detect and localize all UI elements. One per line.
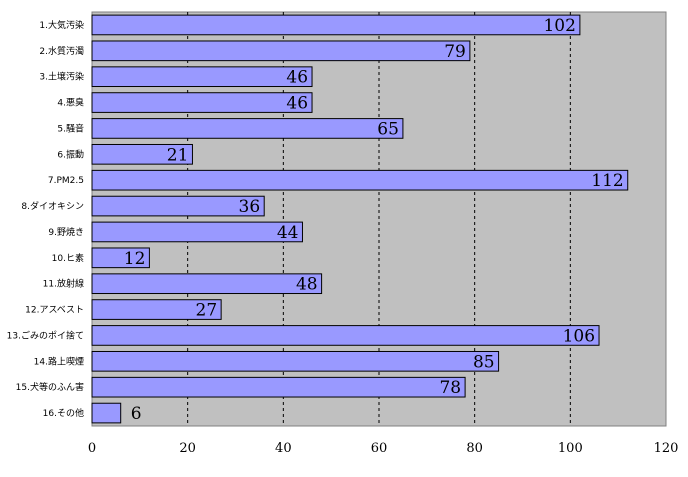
data-label-3: 46	[286, 68, 308, 88]
bar-4	[91, 92, 313, 113]
bar-11	[91, 273, 323, 295]
data-label-8: 36	[239, 197, 261, 217]
bar-16	[91, 402, 122, 424]
bar-13	[91, 325, 600, 346]
data-label-4: 46	[286, 94, 308, 114]
category-label-16: 16.その他	[43, 407, 84, 419]
bar-10	[91, 247, 150, 269]
category-label-10: 10.ヒ素	[52, 252, 84, 264]
data-label-9: 44	[277, 223, 299, 243]
x-tick-label-100: 100	[558, 441, 583, 456]
x-tick-label-20: 20	[179, 441, 196, 456]
x-tick-label-0: 0	[88, 441, 96, 456]
category-label-1: 1.大気汚染	[39, 19, 84, 31]
category-label-2: 2.水質汚濁	[39, 45, 84, 57]
data-label-1: 102	[543, 16, 575, 36]
data-label-14: 85	[473, 352, 495, 372]
bar-7	[91, 169, 629, 191]
category-label-9: 9.野焼き	[48, 227, 84, 238]
data-label-6: 21	[167, 145, 189, 165]
x-tick-label-120: 120	[654, 441, 679, 456]
x-tick-label-80: 80	[466, 441, 483, 456]
bar-9	[91, 221, 303, 243]
category-label-13: 13.ごみのポイ捨て	[7, 329, 84, 341]
category-label-12: 12.アスベスト	[25, 306, 84, 316]
data-label-12: 27	[196, 301, 218, 321]
category-label-11: 11.放射線	[43, 278, 84, 290]
category-label-14: 14.路上喫煙	[34, 355, 84, 367]
x-tick-label-40: 40	[275, 441, 292, 456]
bar-8	[91, 195, 265, 217]
data-label-15: 78	[439, 378, 461, 398]
bars: 102 79 46 46 65 21 112 36 44 12 48 27 106 85 78 6	[91, 14, 629, 424]
data-label-13: 106	[563, 326, 595, 346]
data-label-5: 65	[377, 119, 399, 139]
x-axis-tick-labels: 0 20 40 60 80 100 120	[88, 441, 679, 456]
bar-6	[91, 143, 193, 165]
category-label-4: 4.悪臭	[57, 97, 84, 109]
category-label-3: 3.土壌汚染	[39, 71, 84, 83]
category-label-15: 15.犬等のふん害	[16, 381, 84, 393]
data-label-10: 12	[124, 249, 146, 269]
category-labels: 1.大気汚染 2.水質汚濁 3.土壌汚染 4.悪臭 5.騒音 6.振動 7.PM2.5 8.ダ…	[7, 19, 84, 419]
data-label-16: 6	[131, 404, 142, 424]
bar-5	[91, 118, 404, 139]
data-label-11: 48	[296, 275, 318, 295]
data-label-7: 112	[591, 171, 623, 191]
bar-14	[91, 350, 500, 372]
bar-3	[91, 66, 313, 88]
category-label-5: 5.騒音	[57, 122, 84, 134]
category-label-6: 6.振動	[57, 148, 84, 160]
category-label-8: 8.ダイオキシン	[21, 200, 84, 212]
category-label-7: 7.PM2.5	[48, 176, 84, 186]
bar-2	[91, 40, 471, 62]
bar-1	[91, 14, 581, 36]
data-label-2: 79	[444, 42, 466, 62]
bar-15	[91, 376, 466, 398]
bar-12	[91, 299, 222, 320]
x-tick-label-60: 60	[371, 441, 388, 456]
